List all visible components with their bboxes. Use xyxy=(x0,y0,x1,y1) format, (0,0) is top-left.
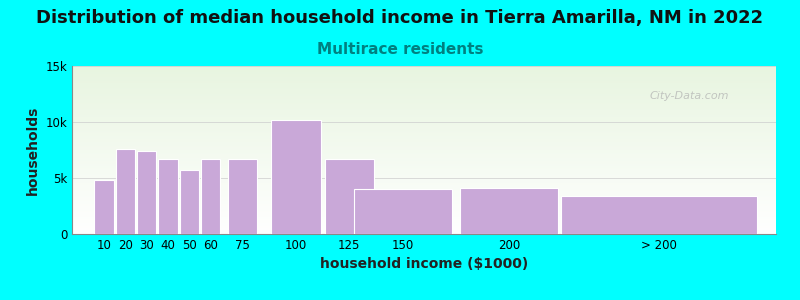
Y-axis label: households: households xyxy=(26,105,40,195)
Bar xyxy=(271,120,321,234)
Text: Distribution of median household income in Tierra Amarilla, NM in 2022: Distribution of median household income … xyxy=(37,9,763,27)
Bar xyxy=(228,159,258,234)
X-axis label: household income ($1000): household income ($1000) xyxy=(320,257,528,272)
Bar xyxy=(115,149,135,234)
Bar xyxy=(158,159,178,234)
Bar xyxy=(354,189,452,234)
Text: Multirace residents: Multirace residents xyxy=(317,42,483,57)
Bar xyxy=(94,180,114,234)
Bar xyxy=(137,151,157,234)
Text: City-Data.com: City-Data.com xyxy=(650,91,729,101)
Bar xyxy=(325,159,374,234)
Bar xyxy=(179,170,199,234)
Bar xyxy=(201,159,221,234)
Bar xyxy=(561,196,757,234)
Bar xyxy=(460,188,558,234)
